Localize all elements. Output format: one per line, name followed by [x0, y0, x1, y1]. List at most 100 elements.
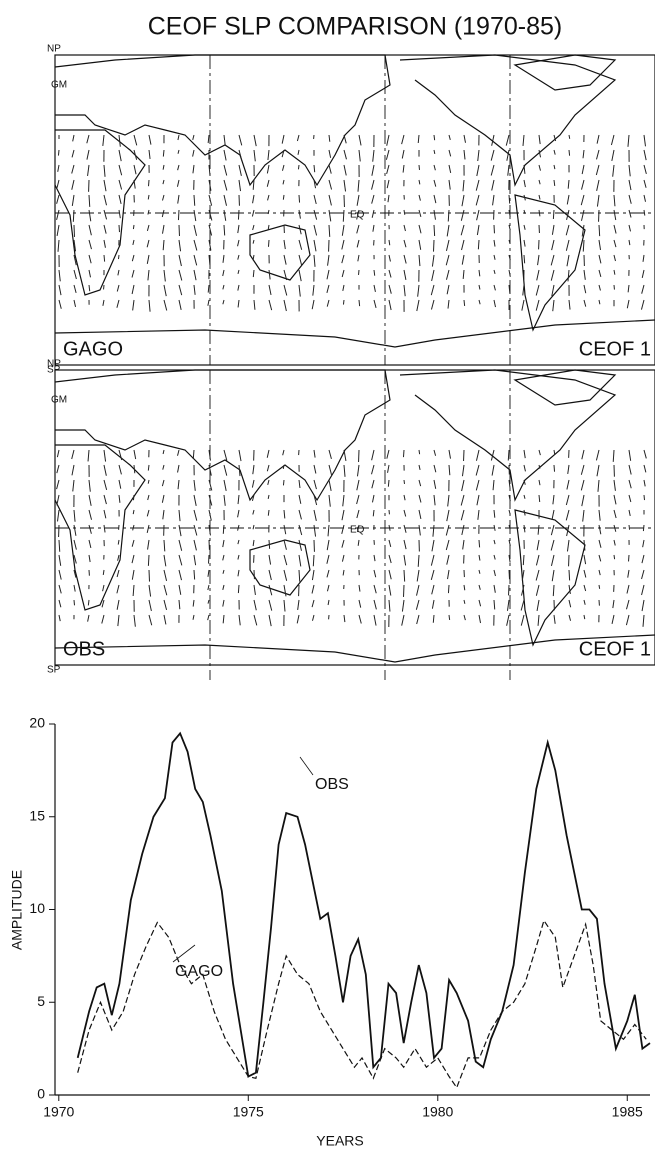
wind-vector	[313, 164, 316, 173]
wind-vector	[626, 584, 630, 594]
wind-vector	[326, 269, 330, 280]
wind-vector	[118, 494, 121, 503]
x-tick-label: 1985	[612, 1104, 643, 1120]
wind-vector	[581, 494, 585, 507]
wind-vector	[281, 134, 285, 144]
wind-vector	[612, 449, 615, 462]
wind-vector	[432, 614, 435, 623]
wind-vector	[341, 554, 345, 562]
wind-vector	[387, 479, 390, 487]
wind-vector	[132, 494, 135, 501]
wind-vector	[643, 194, 646, 202]
wind-vector	[462, 539, 465, 550]
wind-vector	[433, 209, 436, 220]
wind-vector	[477, 149, 480, 162]
wind-vector	[493, 254, 496, 260]
wind-vector	[163, 299, 168, 311]
wind-vector	[628, 479, 632, 489]
wind-vector	[298, 239, 303, 250]
wind-vector	[252, 179, 255, 190]
wind-vector	[118, 194, 122, 205]
wind-vector	[207, 134, 210, 144]
wind-vector	[147, 494, 150, 501]
wind-vector	[628, 224, 631, 232]
wind-vector	[568, 299, 571, 310]
wind-vector	[553, 179, 556, 187]
wind-vector	[103, 449, 107, 462]
wind-vector	[581, 449, 585, 460]
wind-vector	[73, 239, 77, 252]
wind-vector	[583, 269, 586, 280]
wind-vector	[266, 464, 270, 472]
wind-vector	[477, 509, 480, 520]
wind-vector	[373, 599, 377, 610]
wind-vector	[478, 569, 481, 574]
wind-vector	[163, 539, 166, 552]
wind-vector	[403, 254, 407, 264]
wind-vector	[537, 614, 540, 626]
wind-vector	[610, 134, 615, 146]
wind-vector	[523, 464, 526, 472]
wind-vector	[613, 524, 617, 532]
wind-vector	[251, 209, 255, 217]
wind-vector	[416, 614, 420, 625]
wind-vector	[341, 269, 345, 278]
wind-vector	[536, 539, 540, 551]
wind-vector	[551, 284, 555, 297]
wind-vector	[358, 134, 362, 146]
wind-vector	[116, 284, 120, 292]
wind-vector	[580, 479, 585, 491]
wind-vector	[71, 179, 75, 190]
wind-vector	[641, 284, 645, 294]
wind-vector	[86, 134, 90, 144]
wind-vector	[463, 584, 466, 591]
wind-vector	[58, 269, 61, 282]
wind-vector	[132, 239, 135, 246]
wind-vector	[56, 194, 60, 204]
wind-vector	[448, 179, 451, 190]
wind-vector	[552, 299, 555, 312]
wind-vector	[222, 524, 225, 534]
wind-vector	[627, 134, 630, 147]
wind-vector	[87, 164, 90, 177]
wind-vector	[478, 284, 481, 290]
wind-vector	[56, 494, 60, 506]
wind-vector	[643, 494, 645, 501]
model-label: OBS	[63, 638, 105, 660]
wind-vector	[163, 584, 168, 596]
wind-vector	[342, 299, 345, 305]
wind-vector	[237, 509, 240, 518]
wind-vector	[72, 134, 75, 142]
wind-vector	[475, 479, 480, 491]
wind-vector	[628, 194, 632, 204]
wind-vector	[237, 569, 240, 577]
wind-vector	[58, 284, 62, 296]
wind-vector	[146, 224, 150, 231]
wind-vector	[147, 464, 150, 471]
wind-vector	[508, 194, 511, 204]
wind-vector	[356, 224, 360, 234]
wind-vector	[356, 239, 360, 248]
wind-vector	[403, 209, 406, 215]
wind-vector	[640, 299, 645, 310]
wind-vector	[403, 524, 407, 533]
wind-vector	[133, 149, 138, 160]
wind-vector	[163, 614, 167, 625]
wind-vector	[88, 194, 91, 207]
wind-vector	[223, 209, 227, 221]
wind-vector	[550, 524, 555, 536]
wind-vector	[283, 239, 286, 250]
wind-vector	[326, 299, 330, 307]
wind-vector	[523, 224, 526, 230]
wind-vector	[103, 194, 108, 206]
wind-vector	[208, 494, 213, 506]
wind-vector	[475, 194, 480, 206]
wind-vector	[388, 269, 392, 278]
wind-vector	[446, 509, 450, 522]
wind-vector	[101, 614, 105, 624]
wind-vector	[583, 584, 587, 592]
wind-vector	[433, 494, 436, 506]
wind-vector	[478, 269, 481, 277]
wind-vector	[433, 224, 436, 237]
wind-vector	[343, 149, 347, 160]
